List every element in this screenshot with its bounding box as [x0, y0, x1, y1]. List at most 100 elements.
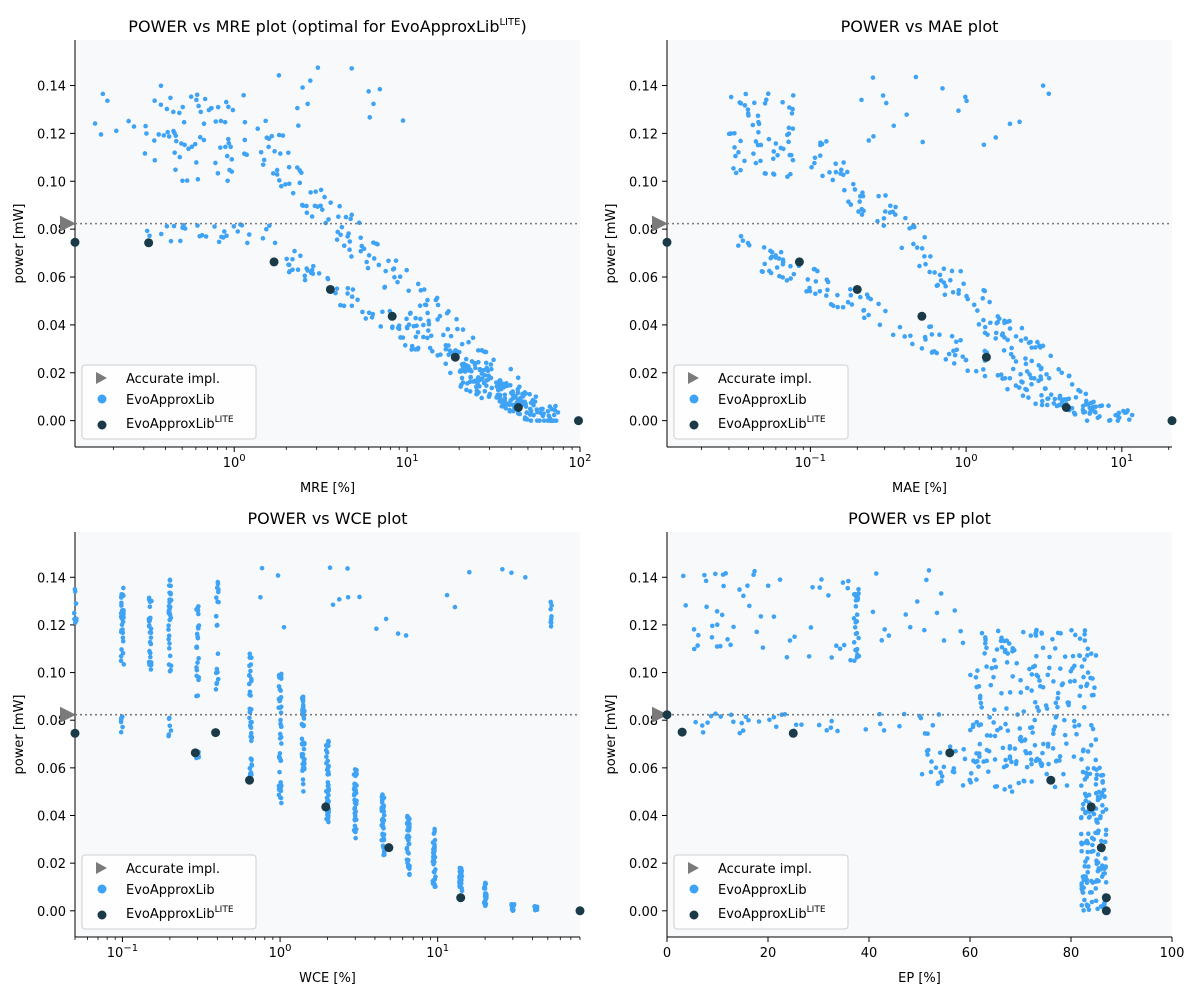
evoapproxlib-point — [188, 94, 194, 99]
evoapproxlib-point — [845, 299, 851, 305]
evoapproxlib-point — [166, 610, 172, 616]
x-tick-exp: 1 — [1127, 453, 1133, 464]
evoapproxlib-point — [1013, 359, 1019, 364]
evoapproxlib-point — [981, 287, 986, 293]
evoapproxlib-point — [488, 375, 494, 381]
evoapproxlib-point — [444, 592, 450, 598]
evoapproxlib-point — [260, 236, 266, 241]
evoapproxlib-point — [248, 756, 254, 762]
evoapproxlib-point — [1082, 864, 1088, 869]
evoapproxlib-point — [405, 827, 410, 833]
evoapproxlib-point — [120, 635, 126, 640]
evoapproxlib-point — [1034, 627, 1039, 633]
evoapproxlib-point — [459, 375, 465, 381]
evoapproxlib-point — [1082, 638, 1088, 643]
evoapproxlib-point — [290, 256, 295, 262]
evoapproxlib-point — [1086, 792, 1092, 798]
evoapproxlib-point — [847, 287, 853, 292]
evoapproxlib-point — [784, 655, 790, 660]
evoapproxlib-point — [975, 668, 980, 673]
evoapproxlib-point — [733, 170, 739, 176]
evoapproxlib-point — [718, 714, 724, 719]
evoapproxlib-point — [1033, 401, 1038, 407]
legend-box — [81, 364, 257, 440]
evoapproxlib-point — [935, 282, 941, 288]
evoapproxlib-point — [1023, 386, 1028, 392]
evoapproxlib-point — [762, 101, 768, 106]
evoapproxlib-point — [194, 645, 200, 650]
evoapproxlib-point — [1036, 363, 1042, 368]
evoapproxlib-point — [330, 602, 336, 608]
evoapproxlib-point — [835, 304, 841, 310]
evoapproxlib-point — [968, 771, 974, 776]
evoapproxlib-point — [72, 589, 78, 594]
evoapproxlib-point — [991, 657, 997, 663]
evoapproxlib-point — [173, 133, 179, 139]
evoapproxlib-point — [1080, 801, 1086, 807]
evoapproxlib-point — [367, 115, 373, 120]
evoapproxlib-point — [152, 138, 157, 143]
evoapproxlib-point — [355, 297, 360, 303]
evoapproxlib-point — [725, 637, 730, 642]
evoapproxlib-point — [473, 365, 478, 371]
evoapproxlib-point — [1002, 318, 1007, 324]
evoapproxlib-lite-point — [1061, 402, 1071, 412]
evoapproxlib-point — [977, 695, 983, 701]
evoapproxlib-point — [1079, 783, 1084, 788]
evoapproxlib-point — [742, 158, 747, 164]
evoapproxlib-point — [958, 268, 964, 274]
evoapproxlib-point — [908, 333, 913, 339]
evoapproxlib-point — [523, 575, 528, 580]
evoapproxlib-point — [142, 151, 148, 156]
evoapproxlib-point — [1039, 393, 1044, 398]
evoapproxlib-point — [1032, 717, 1038, 723]
evoapproxlib-point — [143, 123, 148, 129]
evoapproxlib-point — [406, 322, 412, 327]
evoapproxlib-point — [705, 720, 710, 725]
evoapproxlib-point — [515, 387, 521, 392]
evoapproxlib-point — [886, 633, 892, 638]
evoapproxlib-point — [736, 150, 741, 155]
evoapproxlib-point — [771, 614, 777, 619]
x-tick-label: 100 — [269, 943, 292, 961]
evoapproxlib-point — [973, 368, 979, 374]
evoapproxlib-point — [765, 91, 771, 97]
evoapproxlib-point — [258, 149, 264, 155]
evoapproxlib-point — [197, 134, 203, 140]
evoapproxlib-point — [249, 734, 254, 740]
evoapproxlib-point — [1012, 746, 1018, 751]
evoapproxlib-point — [352, 790, 358, 796]
evoapproxlib-point — [742, 103, 748, 108]
evoapproxlib-point — [932, 270, 937, 275]
evoapproxlib-point — [1044, 372, 1049, 377]
evoapproxlib-point — [248, 693, 253, 698]
evoapproxlib-point — [413, 334, 419, 340]
evoapproxlib-point — [967, 727, 973, 733]
evoapproxlib-point — [1009, 789, 1015, 794]
evoapproxlib-point — [114, 128, 119, 134]
y-tick-label: 0.08 — [37, 223, 66, 238]
evoapproxlib-point — [118, 719, 124, 725]
legend-evo-label: EvoApproxLib — [126, 393, 215, 408]
evoapproxlib-point — [222, 119, 228, 125]
evoapproxlib-point — [1023, 361, 1029, 367]
evoapproxlib-point — [882, 627, 887, 632]
y-tick-label: 0.08 — [629, 714, 658, 729]
evoapproxlib-point — [1037, 678, 1042, 683]
evoapproxlib-point — [1052, 784, 1058, 790]
evoapproxlib-lite-series — [70, 728, 585, 916]
evoapproxlib-point — [194, 97, 199, 103]
evoapproxlib-point — [988, 320, 993, 326]
evoapproxlib-point — [248, 668, 253, 674]
evoapproxlib-point — [827, 170, 832, 175]
evoapproxlib-point — [213, 613, 219, 619]
evoapproxlib-point — [774, 265, 780, 270]
evoapproxlib-point — [751, 151, 756, 156]
evoapproxlib-point — [383, 616, 389, 622]
evoapproxlib-point — [838, 171, 843, 176]
evoapproxlib-point — [854, 619, 860, 624]
evoapproxlib-point — [999, 690, 1004, 696]
evoapproxlib-point — [907, 226, 912, 231]
evoapproxlib-point — [984, 664, 989, 669]
